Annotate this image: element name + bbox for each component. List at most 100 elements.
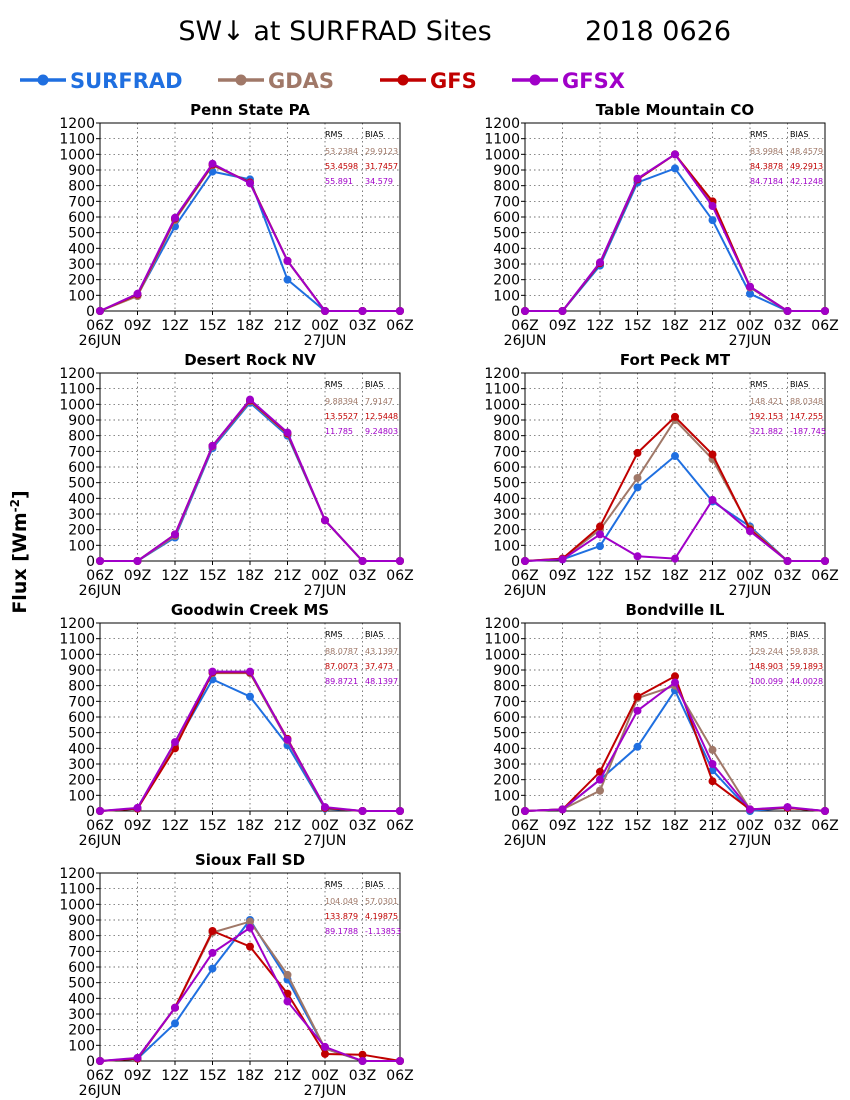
data-point [558,805,567,814]
y-tick-label: 1000 [59,397,95,413]
data-point [821,807,829,815]
stats-header-rms: RMS [325,380,343,389]
y-tick-label: 200 [493,773,520,789]
data-point [596,258,604,267]
stats-header-rms: RMS [325,130,343,139]
stats-rms: 89.8721 [325,677,358,686]
y-tick-label: 700 [493,194,520,210]
data-point [133,803,142,812]
stats-header-bias: BIAS [790,630,808,639]
stats-rms: 129.244 [750,647,783,656]
y-tick-label: 800 [493,429,520,445]
data-point [283,735,292,744]
x-tick-label: 12Z [586,818,613,834]
stats-rms: 192.153 [750,412,783,421]
data-point [633,706,642,715]
stats-rms: 11.785 [325,427,353,436]
stats-bias: 44.0028 [790,677,823,686]
data-point [671,452,679,461]
x-tick-label: 18Z [661,568,688,584]
data-point [171,1003,179,1012]
data-point [596,775,604,784]
y-tick-label: 1100 [59,632,95,648]
stats-header-bias: BIAS [365,630,383,639]
stats-table: RMS BIAS 53.2384 29.9123 53.4598 31.7457 55.89… [325,130,398,186]
series-gfsx [96,395,404,565]
y-tick-label: 0 [86,1054,95,1070]
chart-panel: Goodwin Creek MS 010020030040050060070080… [59,601,413,849]
data-point [208,159,217,168]
y-tick-label: 1200 [484,616,520,632]
x-tick-label: 03Z [349,818,376,834]
data-point [283,997,292,1006]
y-tick-label: 800 [493,679,520,695]
data-point [246,942,254,951]
y-tick-label: 100 [68,1038,95,1054]
y-tick-label: 1000 [484,647,520,663]
stats-table: RMS BIAS 88.0787 43.1397 87.0073 37.473 89.872… [325,630,398,686]
stats-table: RMS BIAS 129.244 59.838 148.903 59.1893 100.09… [750,630,823,686]
y-tick-label: 900 [68,413,95,429]
data-point [321,1049,329,1058]
stats-rms: 87.0073 [325,662,358,671]
x-tick-label: 09Z [124,818,151,834]
x-date-label: 27JUN [304,1083,347,1099]
x-tick-label: 06Z [511,568,538,584]
legend: SURFRAD GDAS GFS GFSX [20,69,625,93]
x-tick-label: 00Z [736,568,763,584]
stats-table: RMS BIAS 83.9984 48.4579 84.3878 49.2913 84.71… [750,130,823,186]
x-tick-label: 12Z [586,318,613,334]
y-tick-label: 400 [493,741,520,757]
data-point [671,678,679,687]
y-tick-label: 500 [493,226,520,242]
y-tick-label: 200 [68,523,95,539]
x-tick-label: 15Z [199,1068,226,1084]
x-date-label: 26JUN [79,333,122,349]
chart-panel: Bondville IL 0100200300400500600700800900… [484,601,838,849]
stats-bias: 147.255 [790,412,823,421]
data-point [358,1050,367,1059]
y-tick-label: 800 [68,429,95,445]
y-tick-label: 400 [493,241,520,257]
legend-marker [235,74,247,86]
stats-rms: 89.1788 [325,927,358,936]
data-point [708,745,717,754]
x-date-label: 26JUN [79,833,122,849]
y-tick-label: 1200 [59,116,95,132]
x-tick-label: 18Z [236,568,263,584]
x-tick-label: 15Z [199,818,226,834]
x-date-label: 26JUN [504,583,547,599]
stats-table: RMS BIAS 148.421 88.0348 192.153 147.255 321.8… [750,380,826,436]
chart-panel: Fort Peck MT 0100200300400500600700800900… [484,351,838,599]
x-date-label: 27JUN [729,833,772,849]
data-point [671,554,679,563]
x-tick-label: 21Z [699,568,726,584]
x-tick-label: 21Z [699,818,726,834]
y-tick-label: 1100 [484,382,520,398]
data-point [96,807,104,815]
y-tick-label: 1000 [59,647,95,663]
x-tick-label: 06Z [511,318,538,334]
y-tick-label: 1200 [484,116,520,132]
data-point [746,289,754,298]
y-tick-label: 1200 [59,366,95,382]
legend-label: SURFRAD [70,69,183,93]
data-point [633,174,642,183]
y-tick-label: 700 [68,944,95,960]
y-tick-label: 100 [68,538,95,554]
x-tick-label: 03Z [774,568,801,584]
stats-rms: 13.5527 [325,412,358,421]
x-tick-label: 03Z [349,318,376,334]
y-tick-label: 900 [493,413,520,429]
y-tick-label: 1000 [484,147,520,163]
series-gfsx [521,150,829,315]
legend-label: GFSX [562,69,625,93]
y-tick-label: 0 [86,304,95,320]
data-point [596,530,604,539]
y-tick-label: 400 [68,741,95,757]
x-date-label: 27JUN [729,333,772,349]
data-point [283,970,292,979]
x-date-label: 26JUN [504,833,547,849]
stats-header-bias: BIAS [365,880,383,889]
y-tick-label: 600 [68,460,95,476]
